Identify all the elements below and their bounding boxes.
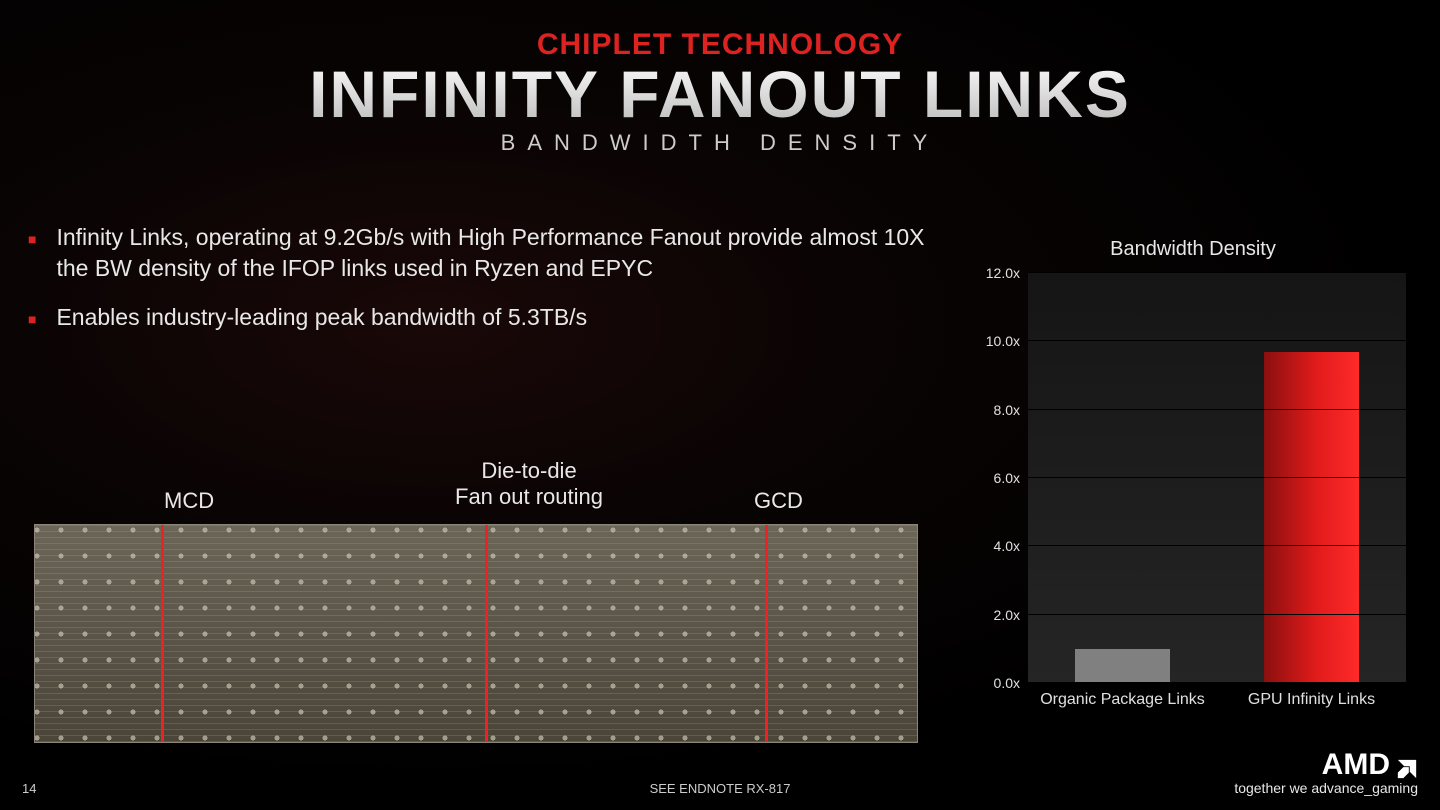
- chart-bar-slot: [1217, 273, 1406, 683]
- marker-line-mid: [485, 524, 488, 743]
- chart-x-labels: Organic Package LinksGPU Infinity Links: [1028, 691, 1406, 709]
- bullet-list: ■ Infinity Links, operating at 9.2Gb/s w…: [28, 222, 948, 351]
- chart-bar: [1264, 352, 1359, 683]
- bullet-marker-icon: ■: [28, 230, 36, 284]
- chart-gridline: [1028, 340, 1406, 341]
- chart-y-tick: 10.0x: [986, 333, 1020, 349]
- bullet-text: Enables industry-leading peak bandwidth …: [56, 302, 587, 333]
- bullet-marker-icon: ■: [28, 310, 36, 333]
- chart-plot-area: 0.0x2.0x4.0x6.0x8.0x10.0x12.0x: [980, 273, 1406, 683]
- bullet-text: Infinity Links, operating at 9.2Gb/s wit…: [56, 222, 948, 284]
- bandwidth-chart: Bandwidth Density 0.0x 2.0x 4.0x 6.0x 8.0x 10…: [980, 238, 1406, 709]
- chart-bar-slot: [1028, 273, 1217, 683]
- die-labels: MCD Die-to-die Fan out routing GCD: [34, 458, 916, 524]
- chart-plot: [1028, 273, 1406, 683]
- chart-y-tick: 0.0x: [994, 675, 1020, 691]
- label-gcd: GCD: [754, 488, 803, 514]
- label-fanout-line1: Die-to-die: [434, 458, 624, 484]
- chart-y-tick: 6.0x: [994, 470, 1020, 486]
- page-title: INFINITY FANOUT LINKS: [0, 56, 1440, 132]
- chart-gridline: [1028, 477, 1406, 478]
- endnote-ref: SEE ENDNOTE RX-817: [650, 781, 791, 796]
- brand-tagline: together we advance_gaming: [1234, 780, 1418, 796]
- brand-name: AMD: [1322, 748, 1390, 782]
- chart-bars: [1028, 273, 1406, 683]
- marker-line-mcd: [161, 524, 164, 743]
- chart-x-label: Organic Package Links: [1028, 691, 1217, 709]
- chart-y-tick: 8.0x: [994, 402, 1020, 418]
- die-figure: MCD Die-to-die Fan out routing GCD: [34, 458, 916, 743]
- chart-gridline: [1028, 614, 1406, 615]
- slide-number: 14: [22, 781, 36, 796]
- chart-gridline: [1028, 409, 1406, 410]
- chart-y-tick: 4.0x: [994, 538, 1020, 554]
- label-fanout: Die-to-die Fan out routing: [434, 458, 624, 510]
- chart-gridline: [1028, 272, 1406, 273]
- header-subtitle: BANDWIDTH DENSITY: [0, 130, 1440, 156]
- chart-y-tick: 12.0x: [986, 265, 1020, 281]
- chart-y-tick: 2.0x: [994, 607, 1020, 623]
- chart-y-axis: 0.0x2.0x4.0x6.0x8.0x10.0x12.0x: [980, 273, 1028, 683]
- chart-gridline: [1028, 545, 1406, 546]
- list-item: ■ Enables industry-leading peak bandwidt…: [28, 302, 948, 333]
- chart-title: Bandwidth Density: [980, 238, 1406, 261]
- chart-bar: [1075, 649, 1170, 683]
- label-mcd: MCD: [164, 488, 214, 514]
- list-item: ■ Infinity Links, operating at 9.2Gb/s w…: [28, 222, 948, 284]
- die-photo: [34, 524, 918, 743]
- brand-block: AMD together we advance_gaming: [1234, 748, 1418, 796]
- amd-arrow-icon: [1396, 754, 1418, 776]
- slide-footer: 14 SEE ENDNOTE RX-817 AMD together we ad…: [0, 748, 1440, 796]
- chart-gridline: [1028, 682, 1406, 683]
- marker-line-gcd: [765, 524, 768, 743]
- amd-logo: AMD: [1234, 748, 1418, 782]
- chart-x-label: GPU Infinity Links: [1217, 691, 1406, 709]
- die-dots-texture: [35, 525, 917, 742]
- label-fanout-line2: Fan out routing: [434, 484, 624, 510]
